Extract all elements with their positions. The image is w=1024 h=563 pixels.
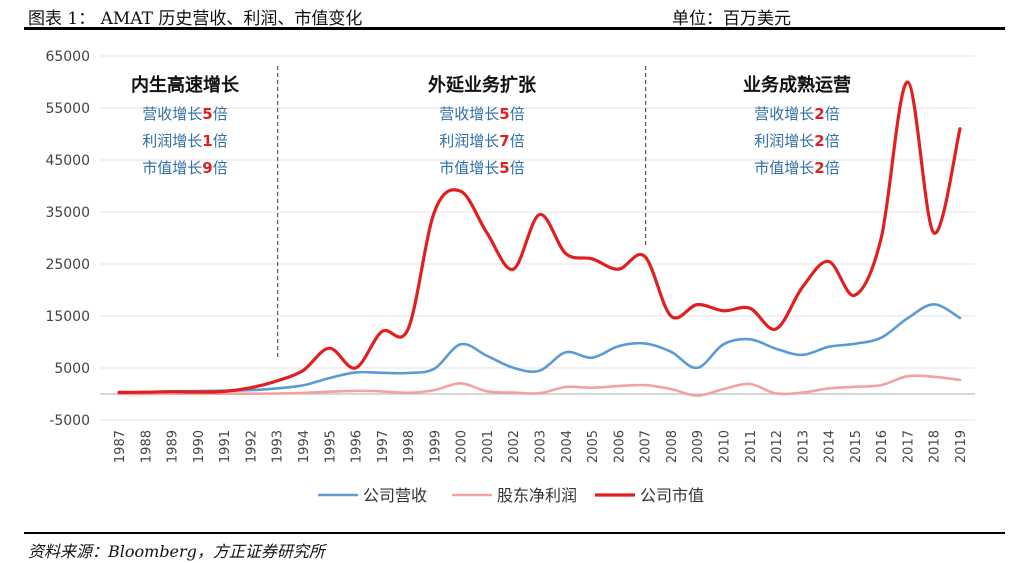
x-tick-label: 1996	[350, 430, 365, 463]
y-tick-label: 65000	[45, 49, 90, 65]
series-lines	[117, 80, 962, 397]
x-tick-label: 1993	[271, 430, 286, 463]
x-tick-label: 2012	[770, 430, 785, 463]
x-tick-label: 2008	[665, 430, 680, 463]
x-tick-label: 2014	[823, 430, 838, 463]
phase-annotations: 内生高速增长营收增长5倍利润增长1倍市值增长9倍外延业务扩张营收增长5倍利润增长…	[131, 74, 851, 177]
x-tick-label: 2015	[849, 430, 864, 463]
x-tick-label: 1999	[428, 430, 443, 463]
y-tick-label: 35000	[45, 205, 90, 221]
series-line-revenue	[117, 302, 962, 395]
y-tick-label: 5000	[54, 361, 90, 377]
phase-stat: 营收增长2倍	[754, 105, 839, 123]
chart-caption: 图表 1： AMAT 历史营收、利润、市值变化	[28, 9, 363, 29]
x-tick-label: 2003	[534, 430, 549, 463]
legend-label: 公司营收	[363, 486, 427, 505]
x-tick-label: 1987	[113, 430, 128, 463]
x-tick-label: 2007	[639, 430, 654, 463]
bottom-rule	[24, 532, 1005, 534]
x-tick-label: 2016	[875, 430, 890, 463]
y-tick-label: 55000	[45, 101, 90, 117]
x-tick-label: 2000	[455, 430, 470, 463]
x-tick-label: 1989	[166, 430, 181, 463]
x-tick-label: 2011	[744, 430, 759, 463]
x-tick-label: 1988	[139, 430, 154, 463]
x-tick-label: 2002	[507, 430, 522, 463]
phase-stat: 利润增长7倍	[439, 132, 524, 150]
grid-lines	[100, 55, 975, 421]
phase-stat: 市值增长9倍	[142, 159, 227, 177]
x-tick-label: 1992	[244, 430, 259, 463]
x-tick-label: 2001	[481, 430, 496, 463]
y-axis: -5000 5000 15000 25000 35000 45000 55000 65000	[45, 49, 90, 429]
legend: 公司营收 股东净利润 公司市值	[318, 486, 704, 505]
x-tick-label: 2010	[717, 430, 732, 463]
x-tick-label: 2018	[928, 430, 943, 463]
y-tick-label: 15000	[45, 309, 90, 325]
y-tick-label: 25000	[45, 257, 90, 273]
y-tick-label: -5000	[49, 413, 90, 429]
phase-title: 业务成熟运营	[743, 74, 851, 96]
y-tick-label: 45000	[45, 153, 90, 169]
phase-stat: 市值增长2倍	[754, 159, 839, 177]
x-tick-label: 2005	[586, 430, 601, 463]
x-tick-label: 2019	[954, 430, 969, 463]
x-tick-label: 1995	[323, 430, 338, 463]
source-note: 资料来源：Bloomberg，方正证券研究所	[28, 542, 325, 561]
x-tick-label: 2006	[612, 430, 627, 463]
phase-stat: 利润增长2倍	[754, 132, 839, 150]
x-tick-label: 2013	[796, 430, 811, 463]
legend-label: 股东净利润	[497, 486, 577, 505]
phase-dividers	[277, 66, 647, 360]
phase-stat: 利润增长1倍	[142, 132, 227, 150]
x-tick-label: 2009	[691, 430, 706, 463]
phase-stat: 营收增长5倍	[439, 105, 524, 123]
x-axis: 1987 1988 1989 1990 1991 1992 1993 1994 1995 1996…	[113, 430, 969, 463]
x-tick-label: 1997	[376, 430, 391, 463]
phase-title: 外延业务扩张	[428, 74, 537, 96]
unit-label: 单位：百万美元	[672, 9, 791, 29]
phase-title: 内生高速增长	[131, 74, 240, 96]
top-rule	[24, 27, 1005, 30]
x-tick-label: 1998	[402, 430, 417, 463]
x-tick-label: 2017	[901, 430, 916, 463]
phase-stat: 市值增长5倍	[439, 159, 524, 177]
x-tick-label: 1991	[218, 430, 233, 463]
series-line-marketcap	[117, 80, 962, 394]
x-tick-label: 1994	[297, 430, 312, 463]
phase-stat: 营收增长5倍	[142, 105, 227, 123]
x-tick-label: 1990	[192, 430, 207, 463]
series-line-profit	[117, 374, 962, 397]
x-tick-label: 2004	[560, 430, 575, 463]
legend-label: 公司市值	[640, 486, 704, 505]
